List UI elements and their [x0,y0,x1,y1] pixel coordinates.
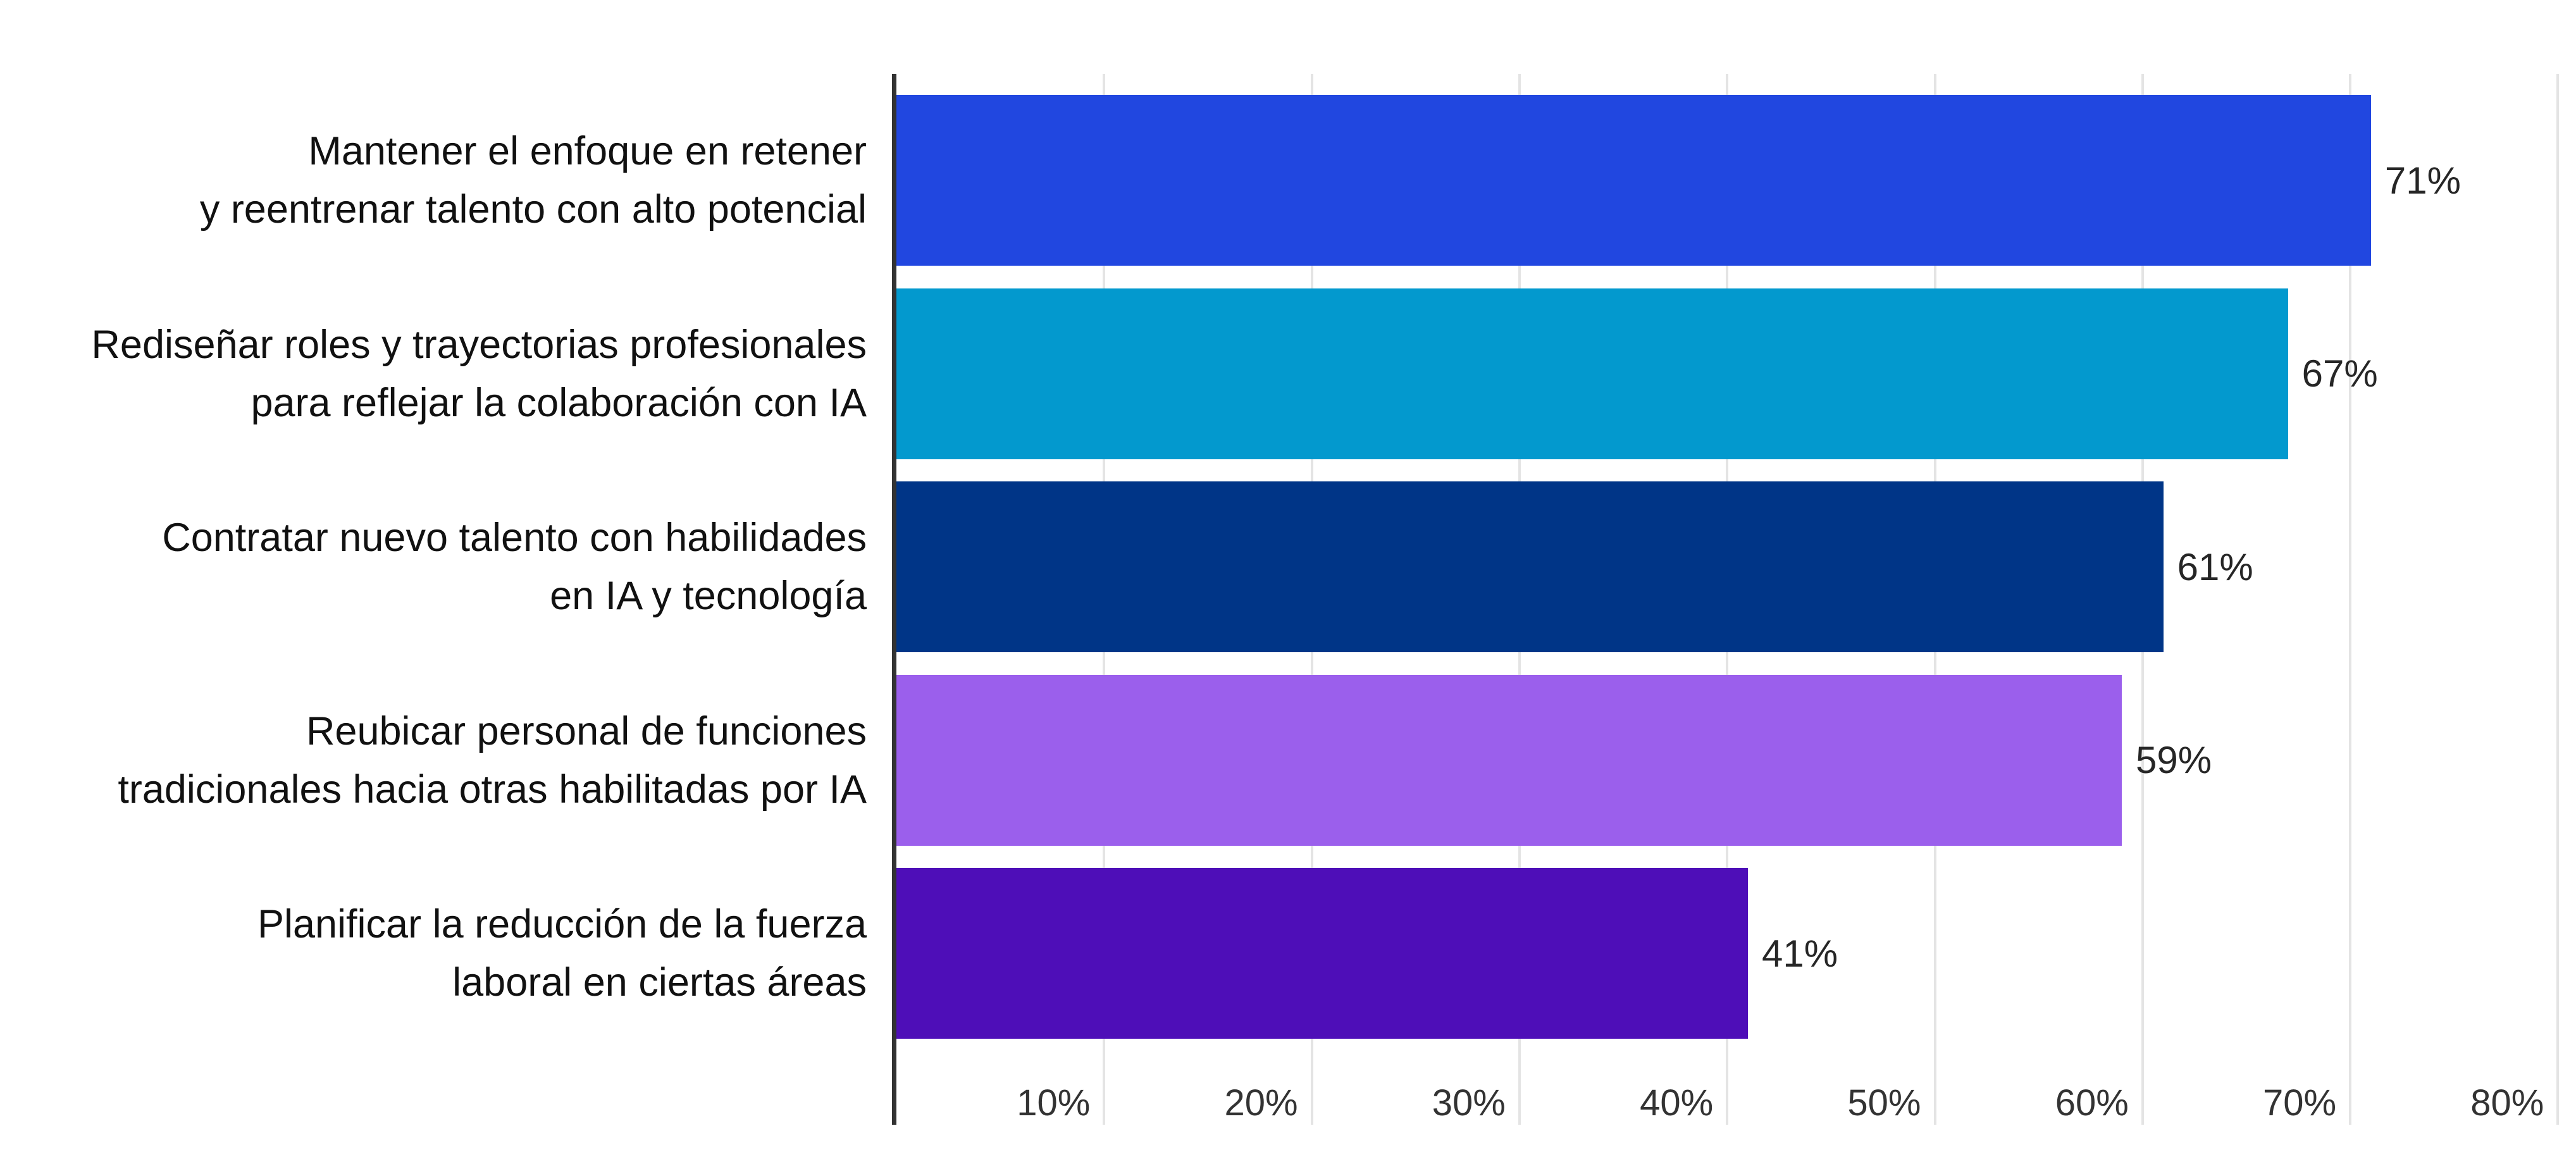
category-label: Mantener el enfoque en retener y reentren… [0,57,867,304]
x-tick-label-80: 80% [2470,1082,2544,1123]
category-label-line: para reflejar la colaboración con IA [251,380,867,425]
x-tick-label-40: 40% [1640,1082,1714,1123]
bar [896,868,1749,1039]
x-tick-label-10: 10% [1017,1082,1091,1123]
bar [896,288,2288,459]
bar-value-label: 67% [2301,352,2378,395]
category-label-line: Reubicar personal de funciones [306,709,867,753]
x-tick-label-20: 20% [1224,1082,1298,1123]
bar-value-label: 59% [2135,739,2212,781]
category-label: Planificar la reducción de la fuerza labo… [0,830,867,1077]
category-label: Reubicar personal de funciones tradiciona… [0,637,867,884]
category-label-line: Planificar la reducción de la fuerza [257,902,867,946]
category-label-line: Rediseñar roles y trayectorias profesion… [91,322,867,367]
category-label: Contratar nuevo talento con habilidades e… [0,443,867,690]
bar [896,95,2371,266]
gridline-70pct [2349,74,2352,1125]
category-label-line: Contratar nuevo talento con habilidades [162,516,867,560]
y-axis-line [892,74,896,1125]
category-label-line: tradicionales hacia otras habilitadas po… [118,767,867,812]
x-tick-label-60: 60% [2055,1082,2129,1123]
category-label-line: Mantener el enfoque en retener [308,129,867,173]
category-label-line: laboral en ciertas áreas [452,960,867,1005]
bar-value-label: 71% [2384,159,2461,202]
gridline-80pct [2556,74,2560,1125]
x-tick-label-50: 50% [1847,1082,1921,1123]
category-label-line: en IA y tecnología [550,574,867,618]
bar [896,481,2164,652]
bar-value-label: 41% [1762,932,1838,975]
x-tick-label-70: 70% [2263,1082,2337,1123]
bar [896,674,2122,846]
category-label-line: y reentrenar talento con alto potencial [199,187,867,232]
x-tick-label-30: 30% [1432,1082,1506,1123]
category-label: Rediseñar roles y trayectorias profesion… [0,251,867,497]
bar-value-label: 61% [2177,545,2253,588]
